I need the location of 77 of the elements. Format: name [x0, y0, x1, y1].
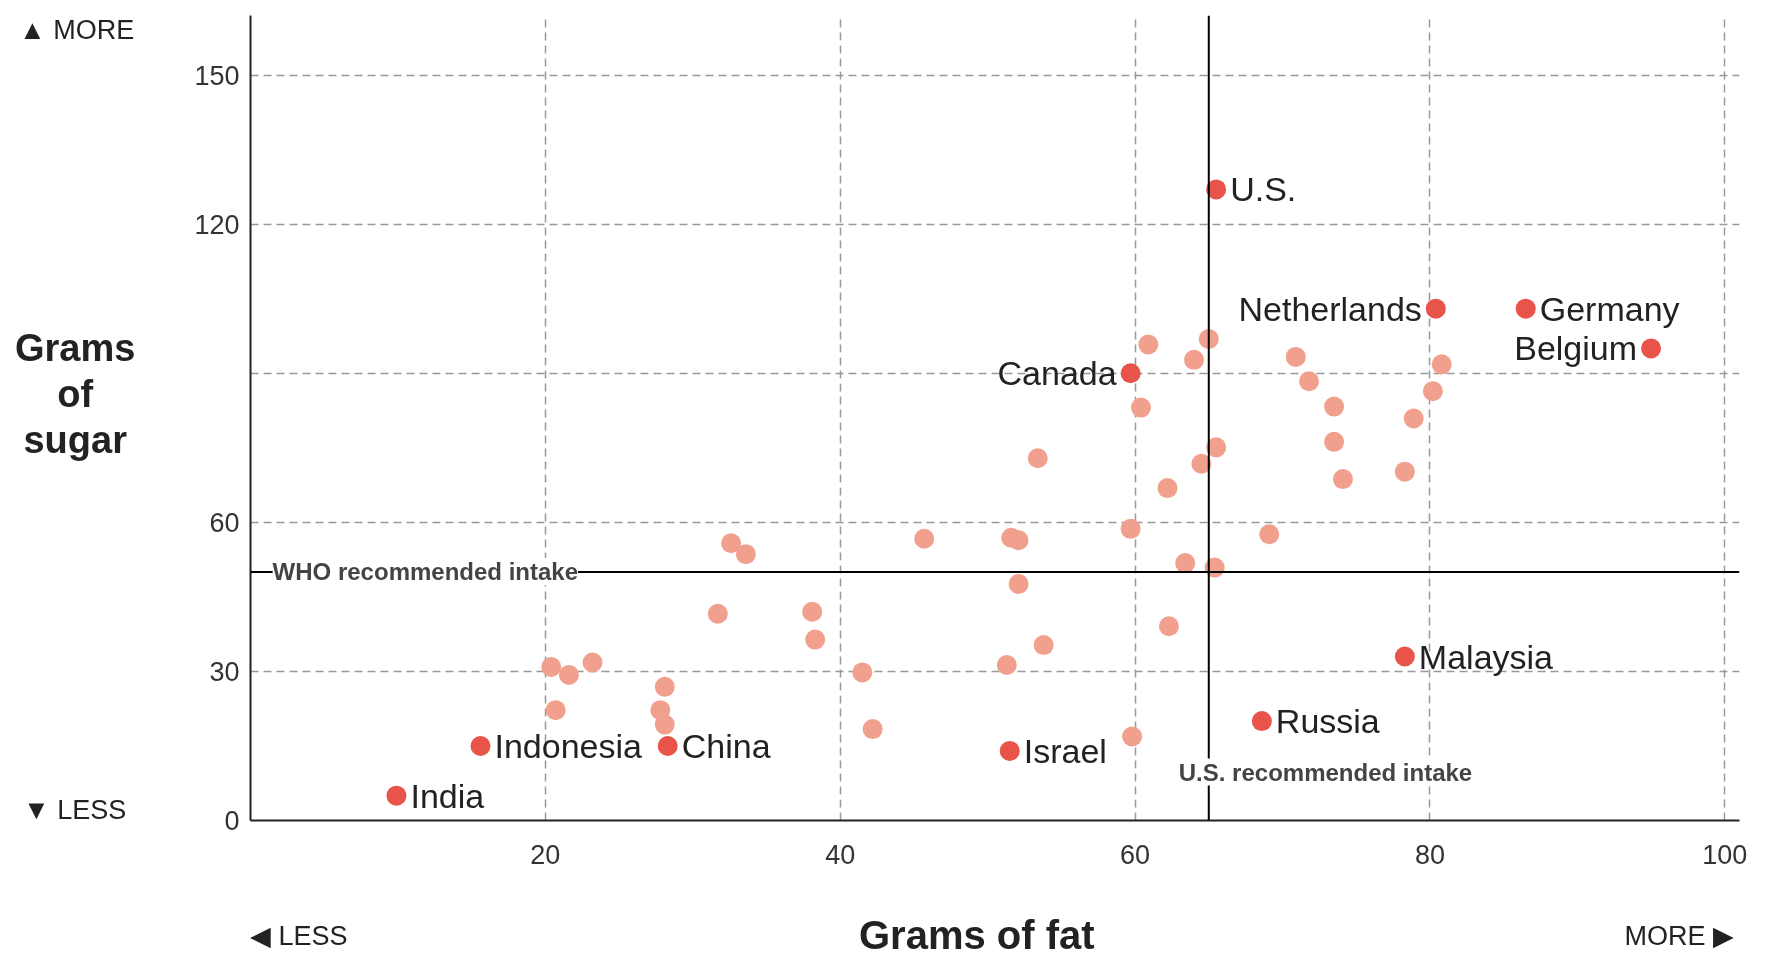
point: [1122, 726, 1143, 747]
point: [1324, 431, 1345, 452]
data-label: India: [410, 776, 485, 815]
data-label: Indonesia: [494, 726, 643, 765]
ref-line-label: U.S. recommended intake: [1178, 758, 1473, 786]
data-label: Canada: [997, 354, 1117, 393]
point: [802, 601, 823, 622]
point: [1425, 298, 1446, 319]
point: [914, 528, 935, 549]
point: [1422, 381, 1443, 402]
point: [1120, 518, 1141, 539]
ref-line-label: WHO recommended intake: [272, 558, 579, 586]
point: [657, 735, 678, 756]
point: [1138, 334, 1159, 355]
point: [1008, 530, 1029, 551]
data-label: U.S.: [1230, 170, 1297, 209]
point: [470, 735, 491, 756]
point: [1158, 616, 1179, 637]
x-tick-label: 20: [530, 839, 561, 870]
data-label: Belgium: [1514, 329, 1638, 368]
x-axis-title: Grams of fat: [859, 912, 1095, 959]
point: [1324, 396, 1345, 417]
data-label: Netherlands: [1238, 289, 1422, 328]
data-label: Germany: [1539, 289, 1680, 328]
point: [862, 719, 883, 740]
point: [1285, 346, 1306, 367]
x-tick-label: 80: [1414, 839, 1445, 870]
data-label: Israel: [1023, 731, 1107, 770]
y-tick-label: 120: [194, 209, 240, 240]
point: [386, 785, 407, 806]
point: [545, 700, 566, 721]
point: [1431, 354, 1452, 375]
text: ▲ MORE: [19, 14, 135, 47]
data-label: Russia: [1275, 702, 1380, 741]
text: ◀ LESS: [250, 920, 348, 953]
point: [582, 652, 603, 673]
point: [999, 740, 1020, 761]
text: ▼ LESS: [23, 794, 127, 827]
x-tick-label: 40: [825, 839, 856, 870]
point: [1515, 298, 1536, 319]
point: [1259, 524, 1280, 545]
y-tick-label: 60: [209, 507, 240, 538]
point: [1157, 478, 1178, 499]
point: [1130, 397, 1151, 418]
point: [1251, 711, 1272, 732]
point: [654, 676, 675, 697]
x-tick-label: 100: [1702, 839, 1748, 870]
y-tick-label: 30: [209, 656, 240, 687]
point: [1008, 573, 1029, 594]
data-label: Malaysia: [1418, 637, 1554, 676]
point: [1403, 408, 1424, 429]
point: [1033, 635, 1054, 656]
point: [735, 544, 756, 565]
y-tick-label: 0: [224, 806, 240, 836]
point: [996, 654, 1017, 675]
point: [558, 664, 579, 685]
point: [654, 714, 675, 735]
point: [1175, 553, 1196, 574]
point: [1394, 461, 1415, 482]
point: [541, 656, 562, 677]
point: [1120, 363, 1141, 384]
point: [1332, 469, 1353, 490]
point: [1394, 646, 1415, 667]
data-label: China: [681, 726, 771, 765]
point: [1641, 338, 1662, 359]
point: [707, 603, 728, 624]
point: [1027, 448, 1048, 469]
text: MORE ▶: [1624, 920, 1734, 953]
point: [721, 533, 742, 554]
point: [1184, 349, 1205, 370]
y-tick-label: 150: [194, 60, 240, 91]
point: [1299, 371, 1320, 392]
point: [1191, 453, 1212, 474]
y-axis-title: Grams of sugar: [15, 326, 136, 463]
x-tick-label: 60: [1120, 839, 1151, 870]
point: [805, 629, 826, 650]
point: [852, 662, 873, 683]
